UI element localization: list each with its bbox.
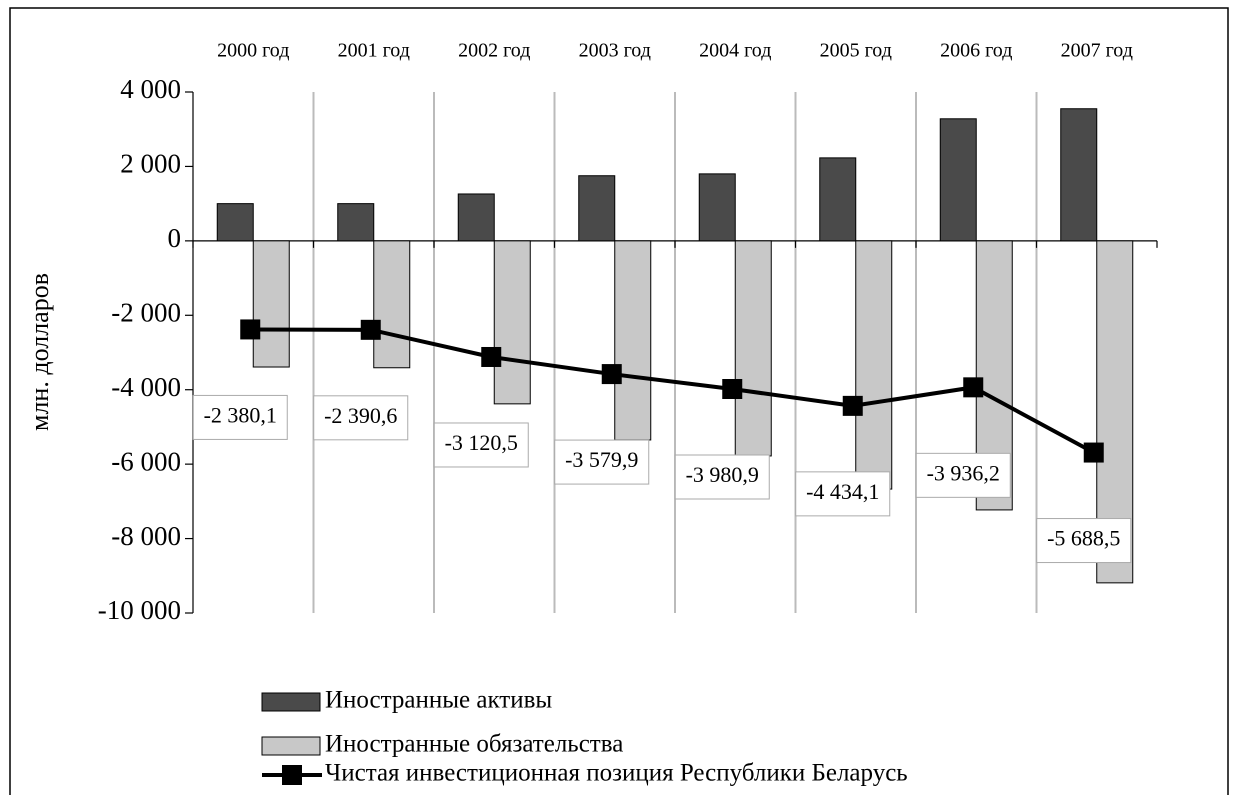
bar: [939, 118, 977, 242]
marker: [240, 319, 261, 340]
data-label: -5 688,5: [1047, 526, 1120, 551]
x-tick-label: 2007 год: [1061, 40, 1133, 62]
data-label-box: [554, 439, 650, 485]
bar: [493, 240, 531, 405]
data-label: -2 390,6: [324, 403, 397, 428]
bar: [819, 157, 857, 242]
data-label: -2 380,1: [204, 402, 277, 427]
data-label-box: [915, 452, 1011, 498]
data-label: -3 579,9: [565, 447, 638, 472]
data-label-box: [433, 422, 529, 468]
legend-label: Чистая инвестиционная позиция Республики…: [325, 760, 908, 787]
data-label-box: [674, 454, 770, 500]
bar: [578, 175, 616, 242]
y-tick-label: -4 000: [111, 372, 181, 402]
data-label: -4 434,1: [806, 479, 879, 504]
x-tick-label: 2004 год: [699, 40, 771, 62]
marker: [963, 377, 984, 398]
x-tick-label: 2002 год: [458, 40, 530, 62]
data-label: -3 120,5: [445, 430, 518, 455]
y-tick-label: -6 000: [111, 446, 181, 476]
bar: [373, 240, 411, 369]
marker: [481, 346, 502, 367]
bar: [734, 240, 772, 457]
x-tick-label: 2001 год: [338, 40, 410, 62]
bar: [1060, 108, 1098, 242]
data-label-box: [192, 394, 288, 440]
marker: [601, 364, 622, 385]
legend-swatch: [261, 736, 321, 756]
marker: [360, 319, 381, 340]
y-tick-label: 2 000: [120, 149, 181, 179]
bar: [457, 193, 495, 242]
data-label: -3 936,2: [927, 460, 1000, 485]
x-tick-label: 2005 год: [820, 40, 892, 62]
x-tick-label: 2003 год: [579, 40, 651, 62]
data-label: -3 980,9: [686, 462, 759, 487]
y-tick-label: -8 000: [111, 521, 181, 551]
data-label-box: [1036, 518, 1132, 564]
legend-swatch: [261, 692, 321, 712]
bar: [698, 173, 736, 242]
bar: [614, 240, 652, 441]
y-tick-label: 0: [168, 223, 182, 253]
y-tick-label: -10 000: [98, 595, 181, 625]
bar: [216, 203, 254, 242]
bar: [252, 240, 290, 368]
x-tick-label: 2006 год: [940, 40, 1012, 62]
marker: [722, 379, 743, 400]
data-label-box: [795, 471, 891, 517]
x-tick-label: 2000 год: [217, 40, 289, 62]
line: [250, 327, 1095, 455]
data-label-box: [313, 395, 409, 441]
bar: [337, 203, 375, 242]
marker: [1083, 442, 1104, 463]
legend-marker: [282, 765, 302, 785]
y-tick-label: -2 000: [111, 297, 181, 327]
marker: [842, 395, 863, 416]
y-tick-label: 4 000: [120, 74, 181, 104]
bar: [855, 240, 893, 490]
legend-label: Иностранные обязательства: [325, 731, 623, 758]
legend-label: Иностранные активы: [325, 687, 552, 714]
y-axis-label: млн. долларов: [25, 273, 54, 431]
